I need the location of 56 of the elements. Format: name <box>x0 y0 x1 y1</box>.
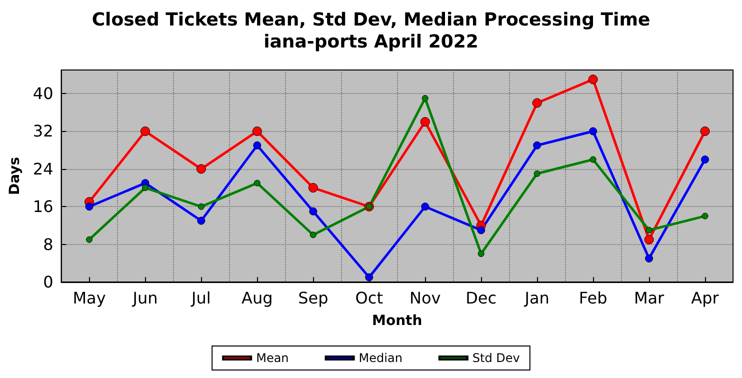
point <box>196 164 206 174</box>
x-axis-title: Month <box>372 313 422 329</box>
x-tick-label: Aug <box>242 288 273 308</box>
point <box>645 254 654 262</box>
x-tick-label: Nov <box>410 288 441 308</box>
point <box>534 170 540 177</box>
point <box>700 126 710 136</box>
point <box>588 74 598 84</box>
x-tick-label: Jun <box>132 288 158 308</box>
point <box>197 216 206 225</box>
x-tick-label: Dec <box>466 288 497 308</box>
point <box>477 226 486 234</box>
y-tick-label: 0 <box>43 272 54 292</box>
point <box>646 226 652 234</box>
point <box>422 95 428 102</box>
y-axis-title: Days <box>7 156 23 196</box>
point <box>478 250 484 257</box>
y-tick-label: 16 <box>32 197 54 216</box>
point <box>365 273 374 282</box>
point <box>702 212 708 220</box>
legend-label: Std Dev <box>472 351 520 365</box>
x-tick-label: Jan <box>524 288 550 308</box>
point <box>532 98 542 108</box>
point <box>86 236 92 243</box>
x-tick-label: Sep <box>298 288 328 308</box>
y-tick-label: 32 <box>32 122 54 141</box>
point <box>142 184 148 192</box>
point <box>253 141 262 150</box>
point <box>421 202 430 211</box>
point <box>309 207 318 216</box>
x-tick-label: Feb <box>578 288 608 308</box>
point <box>254 180 260 186</box>
x-tick-label: Oct <box>355 288 383 308</box>
x-tick-label: May <box>72 288 106 308</box>
point <box>533 141 542 150</box>
point <box>644 234 654 244</box>
point <box>140 126 150 136</box>
chart-subtitle: iana-ports April 2022 <box>264 32 478 52</box>
x-tick-label: Mar <box>634 288 665 308</box>
point <box>85 202 94 211</box>
point <box>589 127 598 136</box>
x-tick-label: Jul <box>190 288 211 308</box>
point <box>420 117 430 127</box>
x-tick-label: Apr <box>691 288 720 308</box>
y-tick-label: 24 <box>32 159 54 178</box>
point <box>701 156 710 164</box>
point <box>198 203 204 210</box>
y-tick-label: 40 <box>32 84 54 104</box>
point <box>590 156 596 163</box>
point <box>252 126 262 136</box>
legend-label: Median <box>358 351 402 365</box>
point <box>308 183 318 193</box>
chart-title: Closed Tickets Mean, Std Dev, Median Processing Time <box>92 10 650 30</box>
y-tick-label: 8 <box>43 234 54 254</box>
legend-label: Mean <box>256 351 289 365</box>
point <box>310 232 316 238</box>
